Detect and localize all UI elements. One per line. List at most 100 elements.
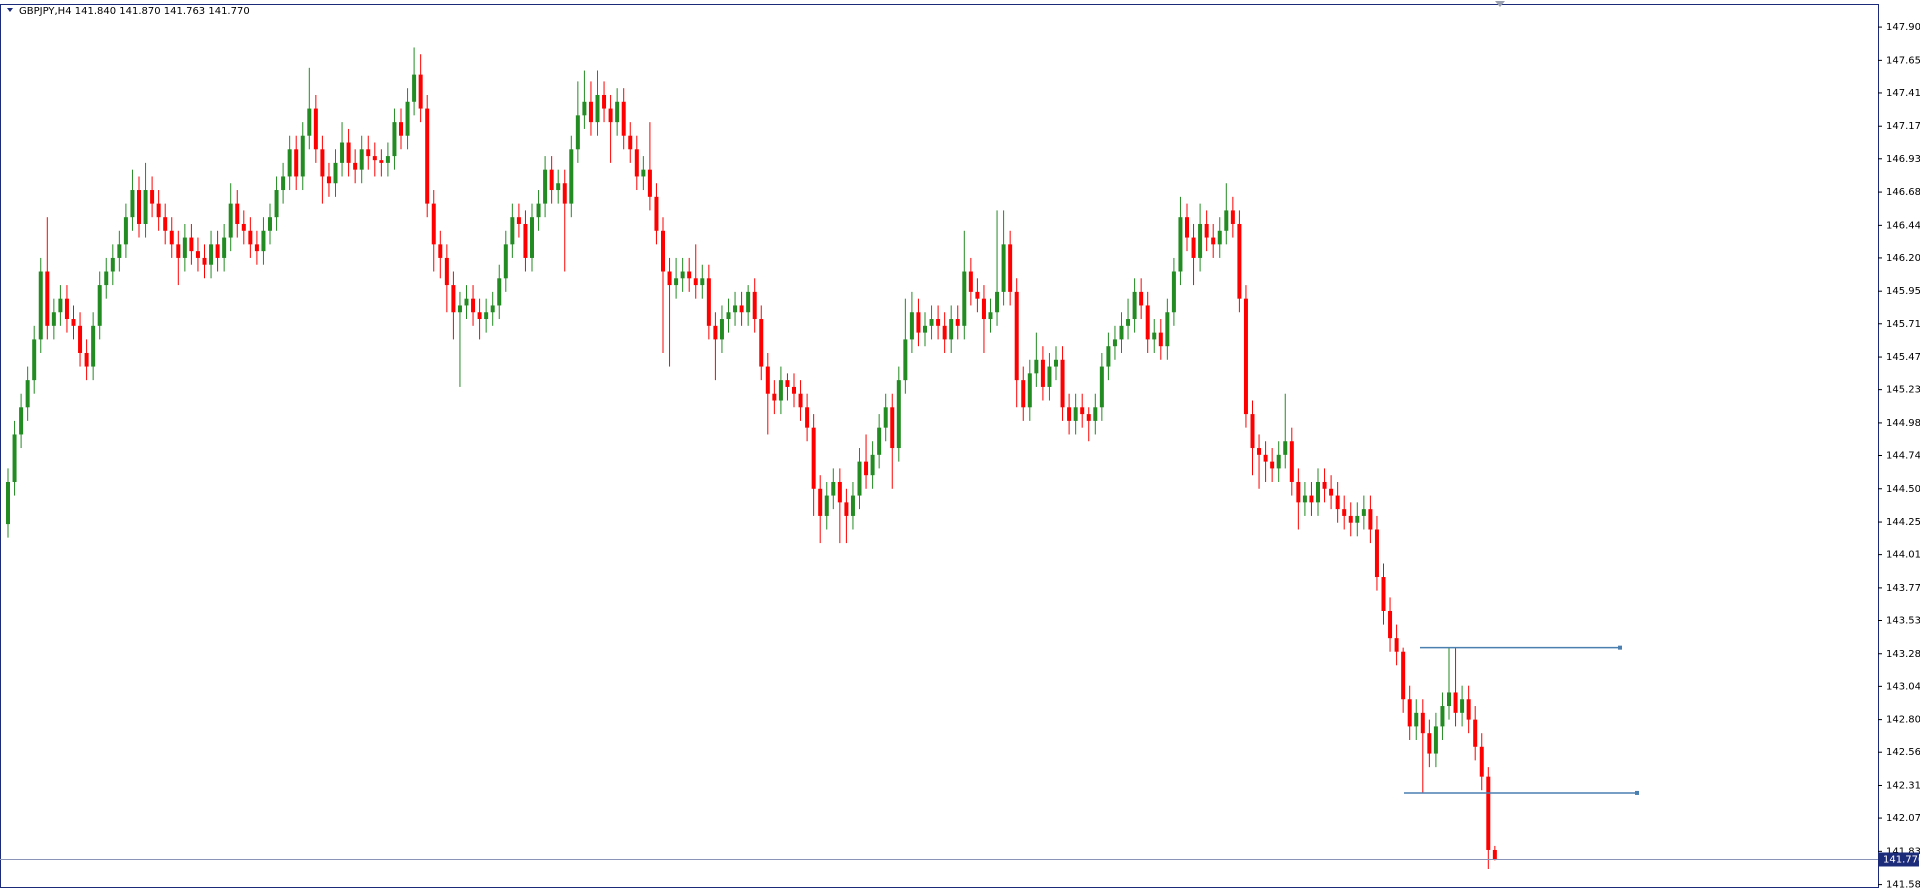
y-tick-label: 146.200: [1886, 253, 1920, 264]
candle-body: [38, 271, 43, 340]
candle-body: [778, 380, 783, 401]
y-tick-label: 143.530: [1886, 615, 1920, 626]
candle-body: [1433, 726, 1438, 754]
candle-body: [883, 407, 888, 428]
candle-body: [1198, 223, 1203, 258]
candle-body: [353, 162, 358, 170]
candle-body: [1178, 217, 1183, 272]
candle-body: [1171, 271, 1176, 313]
candle-body: [1204, 223, 1209, 238]
candle-body: [1093, 407, 1098, 421]
candle-body: [647, 169, 652, 197]
candle-body: [1126, 319, 1131, 326]
candle-body: [968, 271, 973, 292]
candle-body: [78, 325, 83, 353]
candle-body: [628, 135, 633, 150]
candle-body: [97, 285, 102, 326]
candle-body: [1132, 291, 1137, 320]
candle-body: [300, 135, 305, 177]
candle-body: [412, 74, 417, 102]
candle-body: [549, 169, 554, 191]
candle-body: [156, 203, 161, 218]
candle-body: [1368, 509, 1373, 530]
candle-body: [235, 203, 240, 224]
candle-body: [1152, 332, 1157, 340]
candle-body: [1322, 481, 1327, 489]
candle-body: [1021, 380, 1026, 408]
candle-body: [503, 244, 508, 279]
candle-body: [1329, 488, 1334, 496]
candle-body: [1230, 210, 1235, 224]
candle-body: [1099, 366, 1104, 408]
candle-body: [680, 271, 685, 279]
candle-body: [444, 257, 449, 286]
menu-arrow[interactable]: [7, 8, 13, 12]
candle-body: [916, 312, 921, 333]
candle-body: [490, 305, 495, 313]
candle-body: [942, 325, 947, 340]
candle-body: [785, 380, 790, 387]
candle-body: [949, 319, 954, 340]
candle-body: [497, 278, 502, 306]
candle-body: [765, 366, 770, 394]
candle-body: [1289, 441, 1294, 482]
candle-body: [739, 305, 744, 313]
candle-body: [320, 149, 325, 177]
candle-body: [163, 217, 168, 231]
candle-body: [1394, 638, 1399, 652]
candle-body: [418, 74, 423, 109]
candle-body: [713, 325, 718, 340]
candle-body: [1276, 454, 1281, 469]
y-tick-label: 144.745: [1886, 451, 1920, 462]
candle-body: [824, 495, 829, 516]
candle-body: [1407, 699, 1412, 727]
candle-body: [1460, 699, 1465, 713]
level-handle: [1635, 790, 1639, 795]
candle-body: [864, 461, 869, 476]
candle-body: [484, 312, 489, 320]
candle-body: [333, 162, 338, 184]
candle-body: [602, 94, 607, 109]
candle-body: [582, 101, 587, 116]
candle-body: [746, 291, 751, 313]
candle-body: [1119, 325, 1124, 340]
candle-body: [215, 244, 220, 258]
candle-body: [294, 149, 299, 177]
y-tick-label: 143.045: [1886, 681, 1920, 692]
candle-body: [733, 305, 738, 313]
y-tick-label: 144.015: [1886, 550, 1920, 561]
candle-body: [385, 156, 390, 163]
candle-body: [1008, 244, 1013, 292]
candle-body: [818, 488, 823, 516]
candle-body: [516, 217, 521, 224]
candle-body: [792, 386, 796, 394]
y-tick-label: 143.770: [1886, 583, 1920, 594]
candle-body: [307, 108, 312, 136]
candle-body: [1302, 495, 1307, 503]
candle-body: [45, 271, 50, 326]
y-tick-label: 145.715: [1886, 319, 1920, 330]
candle-body: [1047, 366, 1052, 387]
candle-body: [1296, 481, 1301, 503]
candle-body: [1112, 339, 1117, 347]
candle-body: [366, 149, 371, 157]
candle-body: [1381, 577, 1386, 611]
candle-body: [150, 190, 155, 204]
candle-body: [340, 142, 345, 163]
candle-body: [372, 156, 377, 161]
candle-body: [1243, 298, 1248, 415]
candle-body: [1237, 223, 1242, 299]
candle-body: [143, 190, 148, 224]
candle-body: [674, 278, 679, 286]
candle-body: [700, 278, 705, 286]
candle-body: [1335, 495, 1340, 510]
y-tick-label: 146.440: [1886, 220, 1920, 231]
candle-body: [903, 339, 908, 381]
y-tick-label: 147.900: [1886, 22, 1920, 33]
candle-body: [1185, 217, 1189, 238]
y-tick-label: 146.685: [1886, 187, 1920, 198]
candle-body: [1466, 699, 1471, 720]
y-tick-label: 145.955: [1886, 286, 1920, 297]
y-tick-label: 142.800: [1886, 715, 1920, 726]
candle-body: [706, 278, 711, 326]
